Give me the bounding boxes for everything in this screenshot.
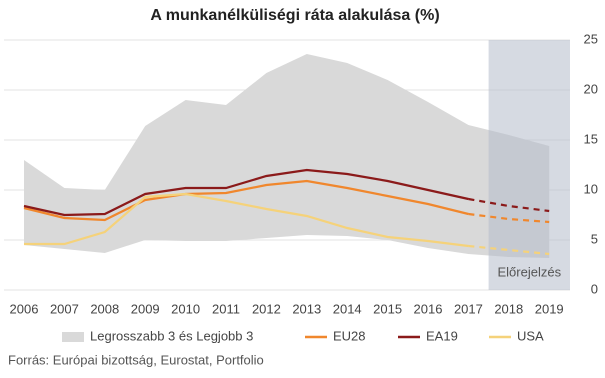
legend-label: EU28 bbox=[333, 328, 366, 343]
x-tick-label: 2006 bbox=[10, 301, 39, 316]
range-area bbox=[24, 54, 550, 258]
forecast-line bbox=[468, 197, 550, 213]
x-tick-label: 2007 bbox=[50, 301, 79, 316]
x-tick-label: 2013 bbox=[292, 301, 321, 316]
source: Forrás: Európai bizottság, Eurostat, Por… bbox=[8, 352, 264, 367]
x-tick-label: 2015 bbox=[373, 301, 402, 316]
forecast-line bbox=[468, 212, 550, 224]
forecast-line bbox=[468, 244, 550, 256]
x-tick-label: 2008 bbox=[90, 301, 119, 316]
forecast-area bbox=[488, 40, 570, 290]
legend-swatch bbox=[62, 332, 84, 342]
series-line bbox=[23, 168, 469, 217]
legend-label: USA bbox=[517, 328, 544, 343]
y-tick-label: 0 bbox=[591, 281, 598, 296]
x-tick-label: 2009 bbox=[131, 301, 160, 316]
y-tick-label: 20 bbox=[584, 81, 598, 96]
chart-title: A munkanélküliségi ráta alakulása (%) bbox=[150, 7, 439, 24]
x-tick-label: 2018 bbox=[494, 301, 523, 316]
x-tick-label: 2019 bbox=[535, 301, 564, 316]
x-tick-label: 2010 bbox=[171, 301, 200, 316]
x-tick-label: 2016 bbox=[414, 301, 443, 316]
x-tick-label: 2014 bbox=[333, 301, 362, 316]
legend-label: EA19 bbox=[426, 328, 458, 343]
x-tick-label: 2012 bbox=[252, 301, 281, 316]
x-tick-label: 2017 bbox=[454, 301, 483, 316]
y-tick-label: 10 bbox=[584, 181, 598, 196]
series-line bbox=[23, 179, 469, 222]
legend-label: Legrosszabb 3 és Legjobb 3 bbox=[90, 328, 253, 343]
forecast-label: Előrejelzés bbox=[498, 264, 562, 279]
y-tick-label: 5 bbox=[591, 231, 598, 246]
x-tick-label: 2011 bbox=[212, 301, 240, 316]
y-tick-label: 15 bbox=[584, 131, 598, 146]
y-tick-label: 25 bbox=[584, 31, 598, 46]
series-line bbox=[24, 192, 469, 248]
